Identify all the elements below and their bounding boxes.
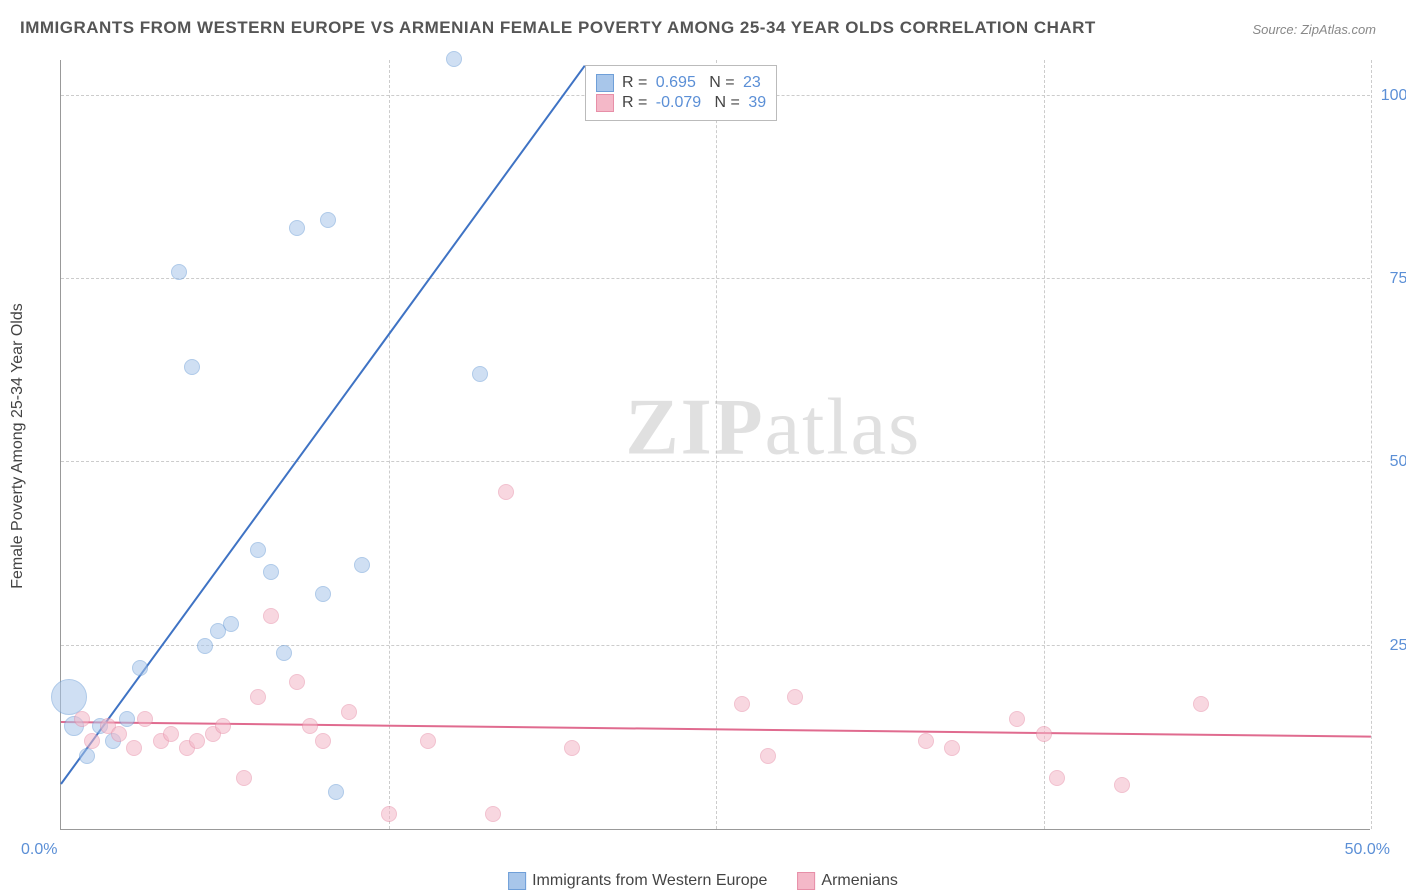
data-point [498, 484, 514, 500]
data-point [236, 770, 252, 786]
data-point [74, 711, 90, 727]
data-point [51, 679, 87, 715]
data-point [263, 608, 279, 624]
xtick-label-min: 0.0% [21, 841, 57, 859]
data-point [315, 733, 331, 749]
data-point [446, 51, 462, 67]
legend-item-1: Immigrants from Western Europe [508, 872, 767, 890]
data-point [1049, 770, 1065, 786]
legend-item-2: Armenians [797, 872, 897, 890]
data-point [302, 718, 318, 734]
data-point [276, 645, 292, 661]
chart-title: IMMIGRANTS FROM WESTERN EUROPE VS ARMENI… [20, 18, 1096, 38]
data-point [354, 557, 370, 573]
legend-swatch [596, 74, 614, 92]
correlation-legend-row: R = 0.695 N = 23 [596, 74, 766, 92]
data-point [1114, 777, 1130, 793]
legend-swatch-2 [797, 872, 815, 890]
data-point [250, 542, 266, 558]
data-point [171, 264, 187, 280]
data-point [111, 726, 127, 742]
ytick-label: 25.0% [1390, 637, 1406, 655]
bottom-legend: Immigrants from Western Europe Armenians [508, 872, 898, 890]
data-point [132, 660, 148, 676]
data-point [944, 740, 960, 756]
legend-label-1: Immigrants from Western Europe [532, 872, 767, 889]
data-point [137, 711, 153, 727]
data-point [760, 748, 776, 764]
data-point [263, 564, 279, 580]
y-axis-label: Female Poverty Among 25-34 Year Olds [9, 303, 27, 589]
data-point [315, 586, 331, 602]
data-point [420, 733, 436, 749]
data-point [215, 718, 231, 734]
data-point [472, 366, 488, 382]
data-point [328, 784, 344, 800]
data-point [341, 704, 357, 720]
data-point [189, 733, 205, 749]
plot-area: 25.0%50.0%75.0%100.0%0.0%50.0%R = 0.695 … [60, 60, 1370, 830]
data-point [223, 616, 239, 632]
ytick-label: 50.0% [1390, 453, 1406, 471]
data-point [250, 689, 266, 705]
data-point [787, 689, 803, 705]
data-point [1036, 726, 1052, 742]
gridline-v [1371, 60, 1372, 829]
chart-source: Source: ZipAtlas.com [1252, 22, 1376, 37]
gridline-v [389, 60, 390, 829]
data-point [289, 674, 305, 690]
data-point [381, 806, 397, 822]
legend-label-2: Armenians [821, 872, 897, 889]
data-point [1009, 711, 1025, 727]
correlation-legend-row: R = -0.079 N = 39 [596, 94, 766, 112]
data-point [485, 806, 501, 822]
trend-line [60, 65, 586, 785]
legend-stats: R = -0.079 N = 39 [622, 94, 766, 112]
gridline-v [716, 60, 717, 829]
ytick-label: 75.0% [1390, 270, 1406, 288]
correlation-legend: R = 0.695 N = 23 R = -0.079 N = 39 [585, 65, 777, 121]
data-point [163, 726, 179, 742]
data-point [184, 359, 200, 375]
data-point [197, 638, 213, 654]
legend-swatch-1 [508, 872, 526, 890]
gridline-v [1044, 60, 1045, 829]
legend-swatch [596, 94, 614, 112]
data-point [126, 740, 142, 756]
data-point [79, 748, 95, 764]
xtick-label-max: 50.0% [1345, 841, 1390, 859]
ytick-label: 100.0% [1381, 87, 1406, 105]
legend-stats: R = 0.695 N = 23 [622, 74, 761, 92]
data-point [320, 212, 336, 228]
data-point [918, 733, 934, 749]
data-point [119, 711, 135, 727]
data-point [1193, 696, 1209, 712]
data-point [289, 220, 305, 236]
data-point [84, 733, 100, 749]
data-point [564, 740, 580, 756]
data-point [734, 696, 750, 712]
